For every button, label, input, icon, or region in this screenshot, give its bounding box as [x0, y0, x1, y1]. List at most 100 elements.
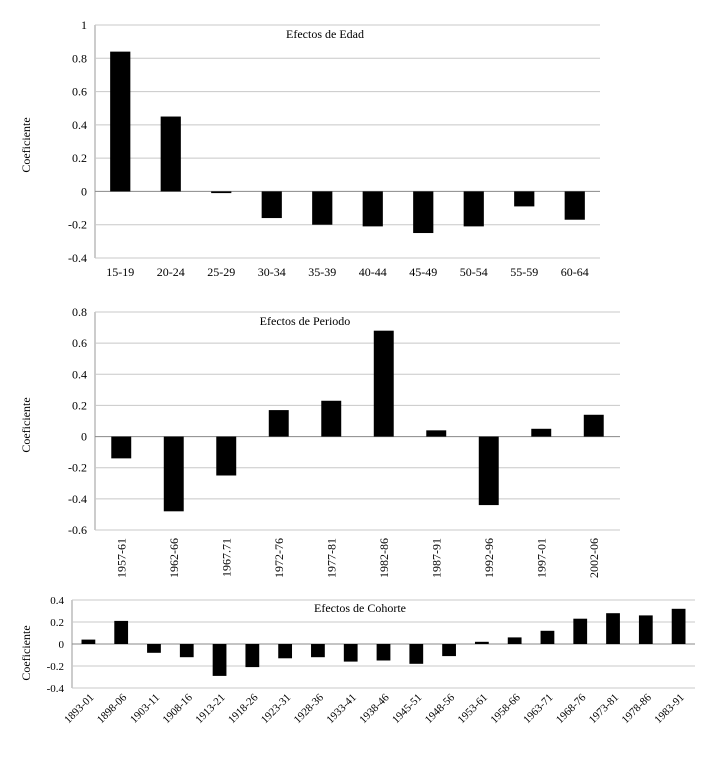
periodo-bar — [583, 414, 604, 437]
periodo-ytick-label: 0.2 — [72, 398, 87, 412]
cohorte-xtick-label: 1978-86 — [620, 691, 655, 726]
cohorte-bar — [442, 644, 456, 657]
cohorte-bar — [179, 644, 194, 658]
cohorte-yticks: -0.4 -0.2 0 0.2 0.4 — [47, 595, 65, 695]
edad-yticks: -0.4 -0.2 0 0.2 0.4 0.6 0.8 1 — [68, 18, 87, 265]
edad-bars — [110, 51, 585, 234]
cohorte-xtick-label: 1898-06 — [95, 691, 130, 726]
cohorte-xtick-label: 1963-71 — [521, 692, 555, 726]
cohorte-bar — [376, 644, 391, 661]
edad-xtick-label: 15-19 — [106, 265, 134, 279]
cohorte-bars — [81, 608, 686, 676]
edad-ytick-label: -0.4 — [68, 251, 87, 265]
edad-xtick-label: 25-29 — [207, 265, 235, 279]
cohorte-xtick-label: 1938-46 — [357, 691, 392, 726]
edad-bar — [211, 191, 232, 194]
periodo-bar — [163, 436, 184, 512]
periodo-bar — [426, 430, 447, 437]
periodo-xtick-label: 1987-91 — [429, 538, 443, 578]
edad-xtick-label: 55-59 — [510, 265, 538, 279]
cohorte-xtick-label: 1923-31 — [259, 692, 293, 726]
cohorte-ytick-label: 0.2 — [50, 617, 64, 629]
cohorte-xtick-label: 1945-51 — [390, 692, 424, 726]
edad-xtick-label: 50-54 — [460, 265, 488, 279]
edad-ytick-label: 0 — [81, 184, 87, 198]
edad-xtick-label: 45-49 — [409, 265, 437, 279]
cohorte-bar — [147, 644, 161, 653]
cohorte-ytick-label: -0.4 — [47, 683, 65, 695]
edad-bar — [413, 191, 434, 234]
edad-ytick-label: 0.6 — [72, 85, 87, 99]
edad-bar — [160, 116, 181, 192]
cohorte-bar — [278, 644, 293, 659]
cohorte-xtick-label: 1973-81 — [587, 692, 621, 726]
cohorte-xtick-label: 1893-01 — [62, 692, 96, 726]
cohorte-ytick-label: 0.4 — [50, 595, 64, 607]
periodo-xtick-label: 1977-81 — [324, 538, 338, 578]
periodo-chart: Efectos de Periodo Coeficiente -0.6 -0.4 -… — [19, 305, 620, 578]
periodo-xtick-label: 1972-76 — [272, 538, 286, 578]
periodo-bars — [111, 330, 604, 512]
cohorte-bar — [114, 620, 129, 644]
cohorte-chart: Efectos de Cohorte Coeficiente -0.4 -0.2 0… — [19, 595, 695, 726]
cohorte-xtick-label: 1983-91 — [652, 692, 686, 726]
cohorte-ytick-label: 0 — [59, 639, 65, 651]
periodo-xtick-label: 1962-66 — [167, 538, 181, 578]
edad-xtick-label: 60-64 — [561, 265, 589, 279]
cohorte-xtick-label: 1928-36 — [292, 691, 327, 726]
cohorte-bar — [81, 639, 96, 644]
periodo-ytick-label: -0.2 — [68, 461, 87, 475]
periodo-bar — [531, 428, 552, 437]
cohorte-xtick-label: 1908-16 — [160, 691, 195, 726]
periodo-ytick-label: -0.4 — [68, 492, 87, 506]
cohorte-xtick-label: 1913-21 — [193, 692, 227, 726]
cohorte-xtick-label: 1918-26 — [226, 691, 261, 726]
periodo-title: Efectos de Periodo — [260, 314, 351, 328]
cohorte-xtick-label: 1933-41 — [324, 692, 358, 726]
edad-bar — [463, 191, 484, 227]
periodo-ytick-label: -0.6 — [68, 523, 87, 537]
periodo-bar — [216, 436, 237, 476]
cohorte-bar — [212, 644, 227, 676]
periodo-xtick-label: 1982-86 — [377, 538, 391, 578]
periodo-xtick-label: 1997-01 — [534, 538, 548, 578]
edad-bar — [312, 191, 333, 225]
cohorte-ytick-label: -0.2 — [47, 661, 64, 673]
periodo-bar — [478, 436, 499, 506]
edad-bar — [362, 191, 383, 227]
cohorte-bar — [540, 630, 555, 644]
periodo-ylabel: Coeficiente — [19, 397, 33, 452]
periodo-ytick-label: 0 — [81, 430, 87, 444]
cohorte-bar — [474, 641, 489, 644]
cohorte-xtick-label: 1903-11 — [128, 692, 162, 726]
periodo-bar — [321, 400, 342, 437]
edad-ytick-label: 0.2 — [72, 151, 87, 165]
cohorte-bar — [638, 615, 653, 644]
cohorte-xtick-label: 1953-61 — [456, 692, 490, 726]
cohorte-bar — [409, 644, 424, 664]
cohorte-bar — [606, 613, 620, 644]
edad-xtick-label: 20-24 — [157, 265, 185, 279]
edad-ytick-label: 0.4 — [72, 118, 87, 132]
periodo-ytick-label: 0.4 — [72, 367, 87, 381]
cohorte-xtick-label: 1948-56 — [423, 691, 458, 726]
edad-chart: Efectos de Edad Coeficiente -0.4 -0.2 0 0.2… — [19, 18, 600, 279]
cohorte-xtick-label: 1968-76 — [554, 691, 589, 726]
periodo-xtick-label: 1957-61 — [114, 538, 128, 578]
periodo-bar — [111, 436, 132, 459]
edad-ylabel: Coeficiente — [19, 117, 33, 172]
cohorte-bar — [311, 644, 325, 658]
edad-bar — [261, 191, 282, 219]
edad-bar — [564, 191, 585, 220]
edad-xtick-label: 40-44 — [359, 265, 387, 279]
cohorte-bar — [343, 644, 358, 662]
edad-ytick-label: 1 — [81, 18, 87, 32]
periodo-yticks: -0.6 -0.4 -0.2 0 0.2 0.4 0.6 0.8 — [68, 305, 87, 537]
periodo-bar — [373, 330, 394, 437]
edad-bar — [514, 191, 535, 207]
periodo-bar — [268, 410, 289, 437]
cohorte-bar — [245, 644, 260, 668]
cohorte-bar — [573, 618, 588, 644]
cohorte-ylabel: Coeficiente — [19, 625, 33, 680]
edad-xtick-label: 35-39 — [308, 265, 336, 279]
